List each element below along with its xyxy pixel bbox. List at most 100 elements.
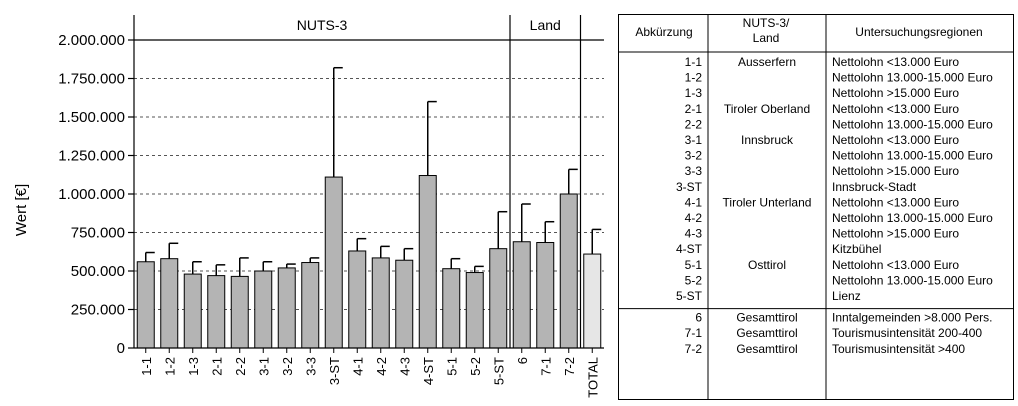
table-region: Inntalgemeinden >8.000 Pers.	[832, 311, 992, 325]
bar-3-ST	[324, 176, 343, 349]
y-tick-label: 2.000.000	[58, 32, 125, 49]
table-region: Nettolohn >15.000 Euro	[832, 164, 959, 178]
x-tick-label: 3-3	[303, 357, 318, 376]
y-tick-label: 0	[117, 340, 125, 357]
table-abbr: 1-2	[685, 71, 703, 85]
table-nuts-label: Tiroler Oberland	[724, 102, 810, 116]
y-tick-label: 750.000	[71, 225, 125, 242]
header-land: Land	[753, 31, 780, 45]
bar-7-2	[559, 193, 578, 349]
table-nuts-label: Gesamttirol	[736, 311, 797, 325]
x-tick-label: 3-2	[280, 357, 295, 376]
table-abbr: 2-2	[685, 117, 703, 131]
table-frame	[618, 14, 1014, 400]
table-region: Nettolohn 13.000-15.000 Euro	[832, 149, 993, 163]
table-nuts-label: Ausserfern	[738, 55, 796, 69]
table-abbr: 6	[695, 311, 702, 325]
table-region: Nettolohn <13.000 Euro	[832, 258, 959, 272]
x-tick-label: 1-1	[139, 357, 154, 376]
table-region: Nettolohn 13.000-15.000 Euro	[832, 211, 993, 225]
header-regions: Untersuchungsregionen	[855, 25, 982, 39]
y-axis-label: Wert [€]	[13, 184, 30, 236]
bar-4-2	[371, 257, 390, 349]
table-region: Lienz	[832, 289, 861, 303]
x-tick-label: 4-ST	[421, 357, 436, 385]
x-tick-label: 5-1	[444, 357, 459, 376]
bar-5-1	[442, 268, 461, 349]
table-region: Nettolohn 13.000-15.000 Euro	[832, 273, 993, 287]
y-tick-label: 500.000	[71, 263, 125, 280]
table-region: Innsbruck-Stadt	[832, 180, 917, 194]
y-tick-label: 1.000.000	[58, 186, 125, 203]
table-border	[618, 14, 1014, 400]
table-abbr: 1-3	[685, 86, 703, 100]
table-abbr: 5-2	[685, 273, 703, 287]
table-region: Nettolohn <13.000 Euro	[832, 55, 959, 69]
x-tick-label: 7-1	[538, 357, 553, 376]
bar-2-1	[207, 275, 226, 349]
y-tick-label: 1.750.000	[58, 71, 125, 88]
table-region: Tourismusintensität 200-400	[832, 326, 982, 340]
bar-6	[512, 241, 531, 349]
table-region: Nettolohn <13.000 Euro	[832, 195, 959, 209]
table-abbr: 1-1	[685, 55, 703, 69]
y-tick-label: 250.000	[71, 302, 125, 319]
x-tick-label: 4-3	[397, 357, 412, 376]
y-tick-label: 1.250.000	[58, 148, 125, 165]
bar-1-3	[183, 273, 202, 349]
group-label-land: Land	[530, 17, 561, 33]
grid-lines	[134, 78, 604, 310]
y-axis: 0 250.000 500.000 750.000 1.000.000 1.250.000…	[58, 15, 604, 357]
bar-7-1	[536, 242, 555, 349]
x-tick-label: 4-2	[374, 357, 389, 376]
table-region: Kitzbühel	[832, 242, 881, 256]
table-abbr: 7-2	[685, 342, 703, 356]
error-bars	[145, 66, 602, 277]
bar-5-2	[465, 272, 484, 349]
bar-4-1	[348, 250, 367, 349]
table-abbr: 3-1	[685, 133, 703, 147]
table-region: Nettolohn >15.000 Euro	[832, 86, 959, 100]
table-region: Nettolohn 13.000-15.000 Euro	[832, 71, 993, 85]
table-region: Nettolohn <13.000 Euro	[832, 102, 959, 116]
x-tick-label: 7-2	[562, 357, 577, 376]
table-abbr: 5-ST	[676, 289, 703, 303]
x-tick-label: 5-2	[468, 357, 483, 376]
bars	[136, 175, 602, 349]
bar-TOTAL	[583, 253, 602, 349]
x-tick-label: 1-2	[162, 357, 177, 376]
y-tick-label: 1.500.000	[58, 109, 125, 126]
table-abbr: 2-1	[685, 102, 703, 116]
x-tick-label: 6	[515, 357, 530, 364]
x-tick-label: 4-1	[350, 357, 365, 376]
table-abbr: 4-3	[685, 227, 703, 241]
table-nuts-label: Innsbruck	[741, 133, 794, 147]
header-abbreviation: Abkürzung	[635, 25, 692, 39]
header-nuts: NUTS-3/	[743, 16, 790, 30]
abbreviation-table: Abkürzung NUTS-3/ Land Untersuchungsregi…	[618, 14, 1014, 400]
table-abbr: 3-3	[685, 164, 703, 178]
bar-chart: NUTS-3 Land 0 250.000 500.000 750.000 1.000.…	[13, 15, 604, 398]
bar-1-1	[136, 261, 155, 349]
x-tick-label: 3-1	[256, 357, 271, 376]
table-abbr: 4-ST	[676, 242, 703, 256]
table-abbr: 3-2	[685, 149, 703, 163]
x-tick-label: 1-3	[186, 357, 201, 376]
table-abbr: 4-2	[685, 211, 703, 225]
x-axis: 1-1 1-2 1-3 2-1 2-2 3-1 3-2 3-3 3-ST 4-1 4-2 4-3 4-S…	[139, 348, 600, 398]
table-rows: 1-1 Nettolohn <13.000 Euro 1-2 Nettolohn 13…	[676, 55, 993, 356]
bar-1-2	[160, 258, 179, 349]
table-region: Nettolohn >15.000 Euro	[832, 227, 959, 241]
bar-4-3	[395, 259, 414, 349]
table-nuts-label: Gesamttirol	[736, 342, 797, 356]
table-abbr: 3-ST	[676, 180, 703, 194]
group-label-nuts3: NUTS-3	[297, 17, 348, 33]
table-nuts-label: Osttirol	[748, 258, 786, 272]
bar-3-2	[277, 267, 296, 349]
group-header: NUTS-3 Land	[134, 15, 604, 348]
table-nuts-label: Tiroler Unterland	[723, 195, 812, 209]
table-abbr: 7-1	[685, 326, 703, 340]
bar-5-ST	[489, 248, 508, 349]
bar-3-1	[254, 270, 273, 349]
x-tick-label: 2-2	[233, 357, 248, 376]
